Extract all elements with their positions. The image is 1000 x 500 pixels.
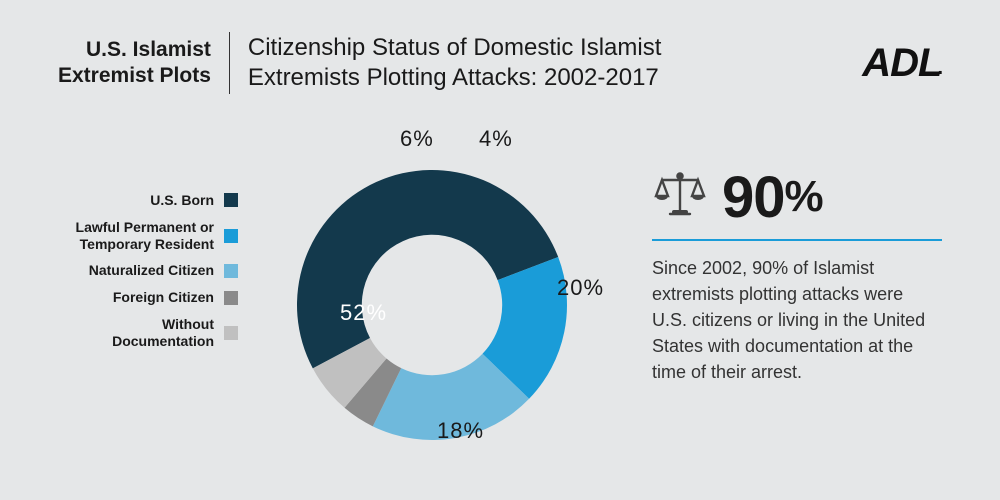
donut-chart: 52% 18% 20% 4% 6% [242,120,622,460]
header-main-line2: Extremists Plotting Attacks: 2002-2017 [248,63,844,93]
legend-label: U.S. Born [150,192,214,209]
legend-label: Lawful Permanent orTemporary Resident [76,219,214,253]
legend-row: Lawful Permanent orTemporary Resident [38,219,238,253]
scales-icon [652,170,708,225]
header: U.S. Islamist Extremist Plots Citizenshi… [0,0,1000,94]
slice-label: 6% [400,126,434,152]
header-divider [229,32,230,94]
legend-row: WithoutDocumentation [38,316,238,350]
header-left-line1: U.S. Islamist [58,37,211,63]
legend-row: U.S. Born [38,192,238,209]
legend-label: WithoutDocumentation [112,316,214,350]
header-main-line1: Citizenship Status of Domestic Islamist [248,33,844,63]
stat-rule [652,239,942,241]
legend-row: Foreign Citizen [38,289,238,306]
slice-label: 20% [557,275,604,301]
header-title: Citizenship Status of Domestic Islamist … [248,33,844,93]
content: U.S. Born Lawful Permanent orTemporary Re… [0,94,1000,460]
legend-swatch [224,229,238,243]
legend-swatch [224,326,238,340]
stat-panel: 90% Since 2002, 90% of Islamist extremis… [652,120,942,385]
legend-swatch [224,193,238,207]
stat-text: Since 2002, 90% of Islamist extremists p… [652,255,942,385]
adl-logo: ADL. [862,41,952,86]
legend-label: Foreign Citizen [113,289,214,306]
legend: U.S. Born Lawful Permanent orTemporary Re… [38,120,238,360]
header-left: U.S. Islamist Extremist Plots [58,37,211,90]
legend-swatch [224,291,238,305]
legend-row: Naturalized Citizen [38,262,238,279]
stat-top: 90% [652,164,942,231]
legend-swatch [224,264,238,278]
stat-number: 90% [722,164,823,231]
slice-label: 4% [479,126,513,152]
slice-label: 52% [340,300,387,326]
header-left-line2: Extremist Plots [58,63,211,89]
slice-label: 18% [437,418,484,444]
legend-label: Naturalized Citizen [89,262,214,279]
